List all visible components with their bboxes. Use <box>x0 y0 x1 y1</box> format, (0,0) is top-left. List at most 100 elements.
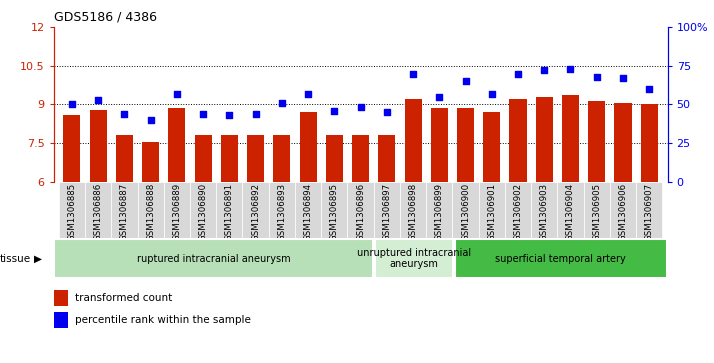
Text: GSM1306902: GSM1306902 <box>513 183 523 241</box>
Point <box>355 105 366 110</box>
Text: percentile rank within the sample: percentile rank within the sample <box>75 315 251 325</box>
Point <box>486 91 498 97</box>
Bar <box>426 182 453 238</box>
Point <box>197 111 208 117</box>
Text: GSM1306892: GSM1306892 <box>251 183 260 241</box>
Bar <box>54 290 68 306</box>
Point <box>119 111 130 117</box>
Text: GSM1306888: GSM1306888 <box>146 183 155 241</box>
Bar <box>300 112 316 182</box>
Text: GSM1306889: GSM1306889 <box>172 183 181 241</box>
Bar <box>90 110 106 182</box>
Text: superficial temporal artery: superficial temporal artery <box>496 254 626 264</box>
Text: GSM1306901: GSM1306901 <box>487 183 496 241</box>
Point <box>591 74 603 79</box>
Bar <box>138 182 164 238</box>
Bar <box>588 101 605 182</box>
Text: unruptured intracranial
aneurysm: unruptured intracranial aneurysm <box>357 248 471 269</box>
Point <box>302 91 313 97</box>
Text: ▶: ▶ <box>34 254 42 264</box>
Point <box>513 70 524 77</box>
Bar <box>505 182 531 238</box>
Bar <box>243 182 268 238</box>
Bar <box>190 182 216 238</box>
Text: GSM1306893: GSM1306893 <box>277 183 286 241</box>
Bar <box>295 182 321 238</box>
Point <box>408 70 419 77</box>
FancyBboxPatch shape <box>455 239 667 278</box>
Text: GSM1306904: GSM1306904 <box>566 183 575 241</box>
Point <box>538 68 550 73</box>
Point <box>460 78 471 84</box>
Text: GSM1306894: GSM1306894 <box>303 183 313 241</box>
FancyBboxPatch shape <box>54 239 373 278</box>
Text: GSM1306899: GSM1306899 <box>435 183 444 241</box>
Text: GSM1306891: GSM1306891 <box>225 183 234 241</box>
Bar <box>431 108 448 182</box>
Bar <box>116 135 133 182</box>
Bar <box>59 182 85 238</box>
Bar <box>453 182 478 238</box>
Bar <box>562 95 579 182</box>
Text: GSM1306890: GSM1306890 <box>198 183 208 241</box>
Text: GSM1306885: GSM1306885 <box>67 183 76 241</box>
Bar <box>352 135 369 182</box>
Bar <box>405 99 421 182</box>
Point <box>223 112 235 118</box>
Bar <box>583 182 610 238</box>
Text: GSM1306903: GSM1306903 <box>540 183 549 241</box>
Bar <box>216 182 243 238</box>
Bar <box>536 97 553 182</box>
Text: GSM1306905: GSM1306905 <box>592 183 601 241</box>
Text: GSM1306886: GSM1306886 <box>94 183 103 241</box>
Text: GDS5186 / 4386: GDS5186 / 4386 <box>54 11 156 24</box>
Bar <box>558 182 583 238</box>
FancyBboxPatch shape <box>375 239 453 278</box>
Text: tissue: tissue <box>0 254 31 264</box>
Text: GSM1306907: GSM1306907 <box>645 183 654 241</box>
Point <box>618 75 629 81</box>
Text: GSM1306887: GSM1306887 <box>120 183 129 241</box>
Bar <box>326 135 343 182</box>
Bar <box>478 182 505 238</box>
Text: GSM1306895: GSM1306895 <box>330 183 339 241</box>
Text: GSM1306896: GSM1306896 <box>356 183 365 241</box>
Bar <box>54 311 68 328</box>
Bar <box>378 135 396 182</box>
Bar <box>164 182 190 238</box>
Bar <box>195 135 211 182</box>
Bar <box>273 135 291 182</box>
Point <box>643 86 655 92</box>
Bar <box>615 103 631 182</box>
Bar <box>640 104 658 182</box>
Bar <box>457 108 474 182</box>
Point <box>328 107 340 113</box>
Text: GSM1306897: GSM1306897 <box>382 183 391 241</box>
Text: GSM1306898: GSM1306898 <box>408 183 418 241</box>
Text: transformed count: transformed count <box>75 293 172 303</box>
Bar <box>321 182 348 238</box>
Bar <box>636 182 663 238</box>
Bar <box>483 112 501 182</box>
Bar <box>610 182 636 238</box>
Bar <box>510 99 526 182</box>
Bar <box>348 182 373 238</box>
Text: ruptured intracranial aneurysm: ruptured intracranial aneurysm <box>137 254 291 264</box>
Bar <box>268 182 295 238</box>
Bar <box>169 108 186 182</box>
Text: GSM1306900: GSM1306900 <box>461 183 470 241</box>
Point <box>381 109 393 115</box>
Bar <box>85 182 111 238</box>
Point <box>565 66 576 72</box>
Bar <box>142 142 159 182</box>
Bar <box>400 182 426 238</box>
Point <box>92 97 104 103</box>
Bar <box>221 135 238 182</box>
Point <box>433 94 445 99</box>
Bar <box>111 182 138 238</box>
Point <box>276 100 288 106</box>
Bar <box>247 135 264 182</box>
Bar <box>373 182 400 238</box>
Bar <box>64 115 81 182</box>
Point <box>145 117 156 123</box>
